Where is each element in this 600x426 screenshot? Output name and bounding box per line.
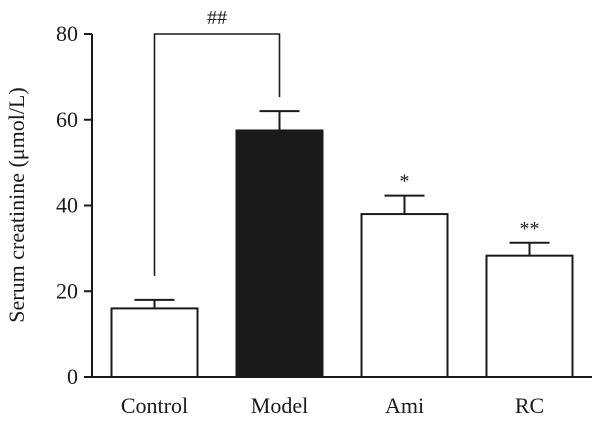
x-tick-label: RC (515, 393, 544, 418)
comparison-label: ## (207, 7, 227, 29)
x-axis: Control Model Ami RC (92, 376, 592, 418)
significance-mark: ** (520, 218, 540, 240)
bars (110, 129, 574, 379)
bar-control (110, 307, 199, 378)
y-axis: 0 20 40 60 80 (56, 21, 93, 389)
y-tick-label: 20 (56, 278, 78, 303)
bar-ami (360, 213, 449, 378)
error-bars (134, 110, 550, 309)
y-tick-label: 80 (56, 21, 78, 46)
x-tick-label: Model (251, 393, 308, 418)
significance-mark: * (400, 171, 410, 193)
y-tick-label: 60 (56, 107, 78, 132)
x-tick-label: Control (121, 393, 188, 418)
y-tick-label: 40 (56, 193, 78, 218)
comparison-bracket (153, 33, 281, 276)
annotations: ***## (153, 7, 540, 276)
y-axis-label: Serum creatinine (μmol/L) (4, 87, 29, 322)
x-tick-label: Ami (385, 393, 424, 418)
bar-rc (485, 254, 574, 379)
y-tick-label: 0 (67, 364, 78, 389)
bar-model (235, 129, 324, 378)
